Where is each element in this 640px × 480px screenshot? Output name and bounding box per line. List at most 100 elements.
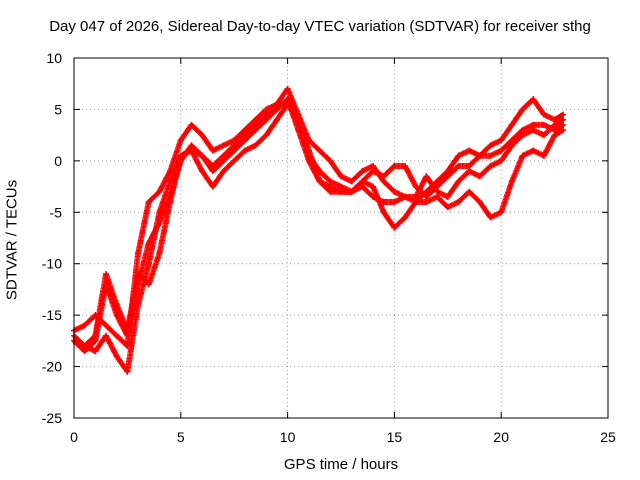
data-point <box>560 111 567 118</box>
data-point <box>209 147 216 154</box>
data-point <box>199 168 206 175</box>
data-point <box>209 163 216 169</box>
data-point <box>284 96 291 103</box>
x-tick-label: 15 <box>387 429 403 445</box>
data-point <box>402 214 409 221</box>
data-point <box>252 127 259 133</box>
data-point <box>466 168 473 175</box>
y-tick-label: -15 <box>42 307 62 323</box>
chart-title: Day 047 of 2026, Sidereal Day-to-day VTE… <box>49 18 591 35</box>
data-point <box>444 173 451 180</box>
data-point <box>434 178 441 185</box>
data-point <box>327 183 334 190</box>
data-point <box>338 173 344 180</box>
data-point <box>498 157 505 164</box>
data-point <box>508 178 515 185</box>
data-point <box>199 152 206 159</box>
data-point <box>466 163 473 169</box>
data-point <box>487 152 494 159</box>
data-point <box>92 337 99 344</box>
data-point <box>476 199 483 205</box>
data-point <box>476 152 483 159</box>
data-point <box>434 188 441 195</box>
data-point <box>305 157 312 164</box>
data-point <box>284 85 291 92</box>
data-point <box>316 178 323 185</box>
data-point <box>327 157 334 164</box>
data-point <box>551 127 558 133</box>
data-point <box>241 147 248 154</box>
data-point <box>519 127 526 133</box>
axis-ticks: 0 5 10 15 20 25 -25 -20 -15 -10 -5 0 5 10 <box>42 50 616 445</box>
data-point <box>113 301 120 308</box>
x-tick-label: 20 <box>493 429 509 445</box>
data-point <box>348 178 355 185</box>
data-point <box>103 322 110 329</box>
data-point <box>177 152 184 159</box>
x-tick-label: 0 <box>70 429 78 445</box>
data-point <box>551 121 558 128</box>
data-point <box>124 327 131 334</box>
data-point <box>519 132 526 139</box>
data-point <box>508 142 515 149</box>
data-point <box>380 178 387 185</box>
data-point <box>273 101 280 108</box>
data-point <box>220 157 227 164</box>
data-point <box>209 168 216 175</box>
x-tick-label: 10 <box>280 429 296 445</box>
data-point <box>145 199 152 205</box>
data-point <box>156 188 163 195</box>
data-point <box>498 147 505 154</box>
data-point <box>412 183 419 190</box>
data-point <box>380 199 387 205</box>
data-point <box>156 250 163 257</box>
data-point <box>412 199 419 205</box>
data-point <box>466 147 473 154</box>
data-point <box>498 137 505 144</box>
x-tick-label: 5 <box>177 429 185 445</box>
data-point <box>530 127 537 133</box>
data-point <box>391 224 398 231</box>
data-point <box>560 127 567 133</box>
data-point <box>252 142 259 149</box>
data-point <box>156 209 163 216</box>
data-point <box>231 142 238 149</box>
data-point <box>530 121 537 128</box>
data-point <box>220 152 227 159</box>
y-tick-label: -25 <box>42 410 62 426</box>
data-point <box>498 209 505 216</box>
data-point <box>241 137 248 144</box>
y-tick-label: -10 <box>42 256 62 272</box>
data-point <box>135 271 142 277</box>
data-point <box>103 332 110 339</box>
data-point <box>209 183 216 190</box>
y-tick-label: 5 <box>54 101 62 117</box>
data-point <box>338 183 344 190</box>
data-point <box>81 322 88 329</box>
data-point <box>359 183 366 190</box>
data-point <box>540 152 547 159</box>
x-axis-label: GPS time / hours <box>283 456 399 473</box>
data-point <box>113 332 120 339</box>
data-point <box>530 96 537 103</box>
data-point <box>252 116 259 123</box>
data-point <box>359 178 366 185</box>
data-point <box>519 106 526 113</box>
data-point <box>92 332 99 339</box>
data-point <box>316 147 323 154</box>
data-point <box>145 260 152 267</box>
data-point <box>188 142 195 149</box>
data-point <box>263 132 270 139</box>
data-point <box>135 301 142 308</box>
data-point <box>231 147 238 154</box>
data-point <box>241 127 248 133</box>
data-point <box>551 116 558 123</box>
data-point <box>167 199 174 205</box>
series-track-4 <box>71 96 567 349</box>
data-point <box>487 163 494 169</box>
data-point <box>81 343 88 349</box>
data-point <box>423 188 430 195</box>
data-point <box>199 132 206 139</box>
data-point <box>560 116 567 123</box>
